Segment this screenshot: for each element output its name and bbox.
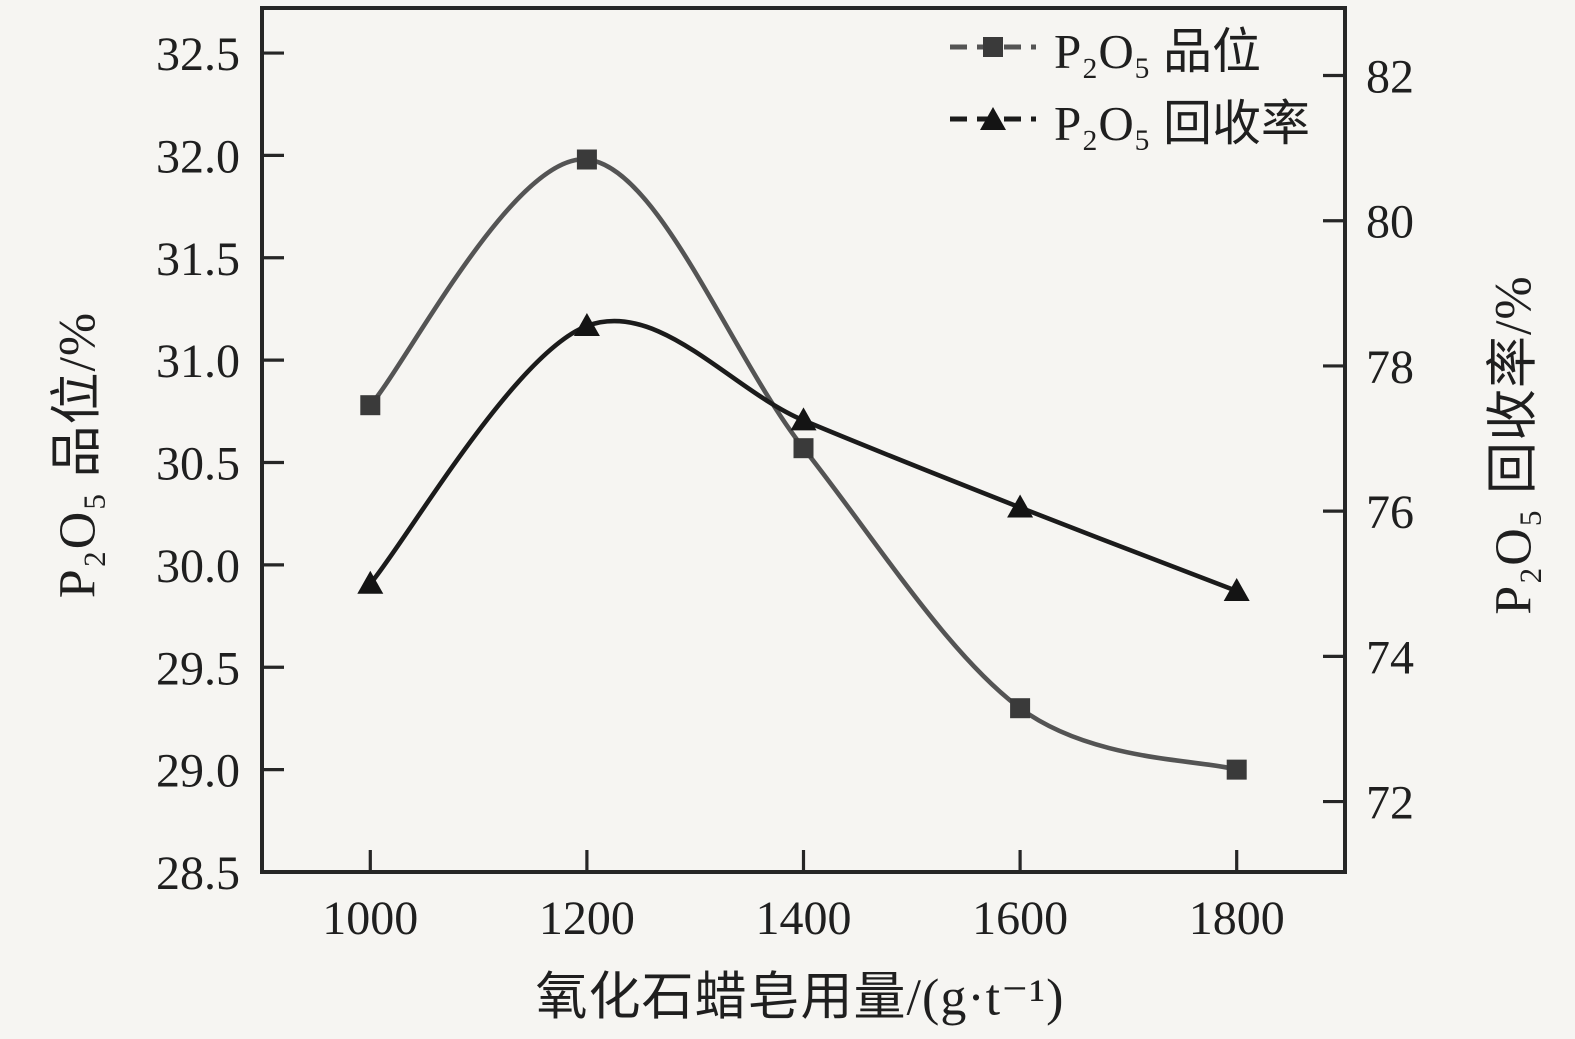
x-tick-label: 1200 bbox=[539, 892, 635, 945]
recovery-point-marker bbox=[790, 407, 817, 431]
y-right-tick-label: 72 bbox=[1366, 777, 1414, 830]
y-left-tick-label: 30.0 bbox=[156, 540, 240, 593]
grade-point-marker bbox=[576, 149, 597, 170]
recovery-point-marker bbox=[573, 313, 600, 337]
y-right-tick-label: 78 bbox=[1366, 341, 1414, 394]
grade-point-marker bbox=[360, 395, 381, 416]
recovery-point-marker bbox=[357, 570, 384, 594]
y-right-tick-label: 80 bbox=[1366, 196, 1414, 249]
y-left-tick-label: 29.0 bbox=[156, 745, 240, 798]
y-left-tick-label: 28.5 bbox=[156, 847, 240, 900]
y-right-tick-label: 82 bbox=[1366, 51, 1414, 104]
recovery-legend-marker-icon bbox=[950, 107, 1036, 130]
y-left-tick-label: 32.0 bbox=[156, 130, 240, 183]
legend-item-grade: P₂O₅ 品位 bbox=[948, 18, 1310, 79]
grade-point-marker bbox=[1010, 698, 1031, 719]
series-line-0 bbox=[368, 157, 1238, 772]
y-left-tick-label: 29.5 bbox=[156, 642, 240, 695]
left-axis-title: P₂O₅ 品位/% bbox=[49, 311, 107, 599]
grade-legend-marker-icon bbox=[950, 37, 1036, 57]
x-tick-label: 1400 bbox=[756, 892, 852, 945]
series-line-1 bbox=[368, 318, 1238, 594]
y-right-tick-label: 74 bbox=[1366, 631, 1414, 684]
x-axis-title: 氧化石蜡皂用量/(g·t⁻¹) bbox=[535, 969, 1065, 1027]
x-tick-label: 1800 bbox=[1189, 892, 1285, 945]
legend: P₂O₅ 品位 P₂O₅ 回收率 bbox=[948, 18, 1310, 151]
legend-label-recovery: P₂O₅ 回收率 bbox=[1054, 95, 1311, 151]
y-left-tick-label: 30.5 bbox=[156, 438, 240, 491]
x-tick-label: 1600 bbox=[972, 892, 1068, 945]
recovery-point-marker bbox=[1223, 578, 1250, 602]
y-left-tick-label: 31.0 bbox=[156, 335, 240, 388]
legend-item-recovery: P₂O₅ 回收率 bbox=[948, 90, 1310, 151]
recovery-point-marker bbox=[1007, 494, 1034, 518]
x-tick-label: 1000 bbox=[322, 892, 418, 945]
legend-label-grade: P₂O₅ 品位 bbox=[1054, 23, 1262, 79]
grade-point-marker bbox=[1226, 759, 1247, 780]
y-left-tick-label: 31.5 bbox=[156, 233, 240, 286]
y-left-tick-label: 32.5 bbox=[156, 28, 240, 81]
grade-point-marker bbox=[793, 438, 814, 459]
right-axis-title: P₂O₅ 回收率/% bbox=[1485, 275, 1543, 615]
y-right-tick-label: 76 bbox=[1366, 486, 1414, 539]
